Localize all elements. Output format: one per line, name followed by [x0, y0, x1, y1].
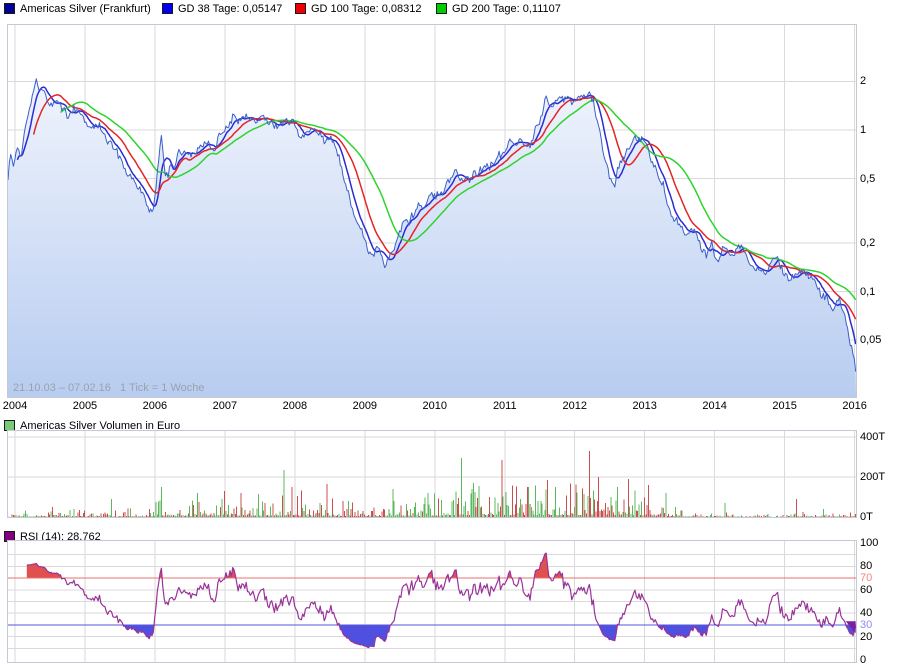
rsi-axis-label: 100	[860, 537, 879, 549]
ma-legend-item: GD 200 Tage: 0,11107	[436, 2, 561, 15]
year-axis-label: 2010	[422, 400, 448, 412]
legend-row: Americas Silver (Frankfurt) GD 38 Tage: …	[0, 0, 900, 16]
ma-legend-item: GD 38 Tage: 0,05147	[162, 2, 282, 15]
year-axis-label: 2009	[352, 400, 378, 412]
year-axis-label: 2011	[492, 400, 517, 412]
rsi-axis-label: 80	[860, 560, 873, 573]
year-axis-label: 2014	[702, 400, 727, 412]
ma-swatch	[436, 3, 447, 14]
instrument-legend: Americas Silver (Frankfurt)	[4, 2, 151, 15]
volume-legend: Americas Silver Volumen in Euro	[4, 419, 180, 432]
volume-chart-pane	[7, 430, 857, 518]
ma-label: GD 100 Tage: 0,08312	[311, 2, 422, 15]
instrument-label: Americas Silver (Frankfurt)	[20, 2, 151, 15]
rsi-axis-label: 20	[860, 630, 873, 643]
ma-swatch	[162, 3, 173, 14]
year-axis-label: 2013	[632, 400, 657, 412]
year-axis-label: 2012	[562, 400, 587, 412]
period-watermark: 21.10.03 – 07.02.16 1 Tick = 1 Woche	[13, 382, 205, 394]
rsi-axis-label: 30	[860, 618, 873, 631]
rsi-axis-label: 70	[860, 572, 873, 585]
price-axis-label: 0,5	[860, 172, 876, 185]
volume-chart-canvas	[8, 431, 856, 517]
ma-legend-item: GD 100 Tage: 0,08312	[295, 2, 422, 15]
price-axis-label: 0,1	[860, 285, 876, 298]
year-axis-label: 2004	[2, 400, 28, 412]
price-axis-label: 0,05	[860, 334, 882, 347]
rsi-title: RSI (14): 28,762	[20, 530, 101, 543]
year-axis-label: 2005	[72, 400, 98, 412]
price-axis-label: 0,2	[860, 236, 876, 249]
volume-axis-label: 200T	[860, 471, 886, 483]
rsi-axis-label: 40	[860, 607, 873, 620]
rsi-chart-canvas	[8, 541, 856, 662]
volume-axis-label: 0T	[860, 511, 873, 523]
price-chart-pane	[7, 24, 857, 398]
rsi-legend: RSI (14): 28,762	[4, 530, 101, 543]
year-axis-label: 2016	[842, 400, 867, 412]
rsi-chart-pane	[7, 540, 857, 663]
rsi-axis-label: 0	[860, 654, 867, 666]
price-axis-label: 1	[860, 124, 867, 136]
volume-axis-label: 400T	[860, 431, 886, 443]
instrument-swatch	[4, 3, 15, 14]
ma-label: GD 38 Tage: 0,05147	[178, 2, 283, 15]
price-chart-canvas	[8, 25, 856, 397]
price-axis-label: 2	[860, 75, 867, 88]
year-axis-label: 2007	[212, 400, 238, 412]
ma-swatch	[295, 3, 306, 14]
rsi-axis-label: 60	[860, 583, 873, 596]
year-axis-label: 2015	[772, 400, 797, 412]
ma-label: GD 200 Tage: 0,11107	[452, 2, 561, 15]
year-axis-label: 2006	[142, 400, 168, 412]
volume-title: Americas Silver Volumen in Euro	[20, 419, 181, 432]
year-axis-label: 2008	[282, 400, 308, 412]
